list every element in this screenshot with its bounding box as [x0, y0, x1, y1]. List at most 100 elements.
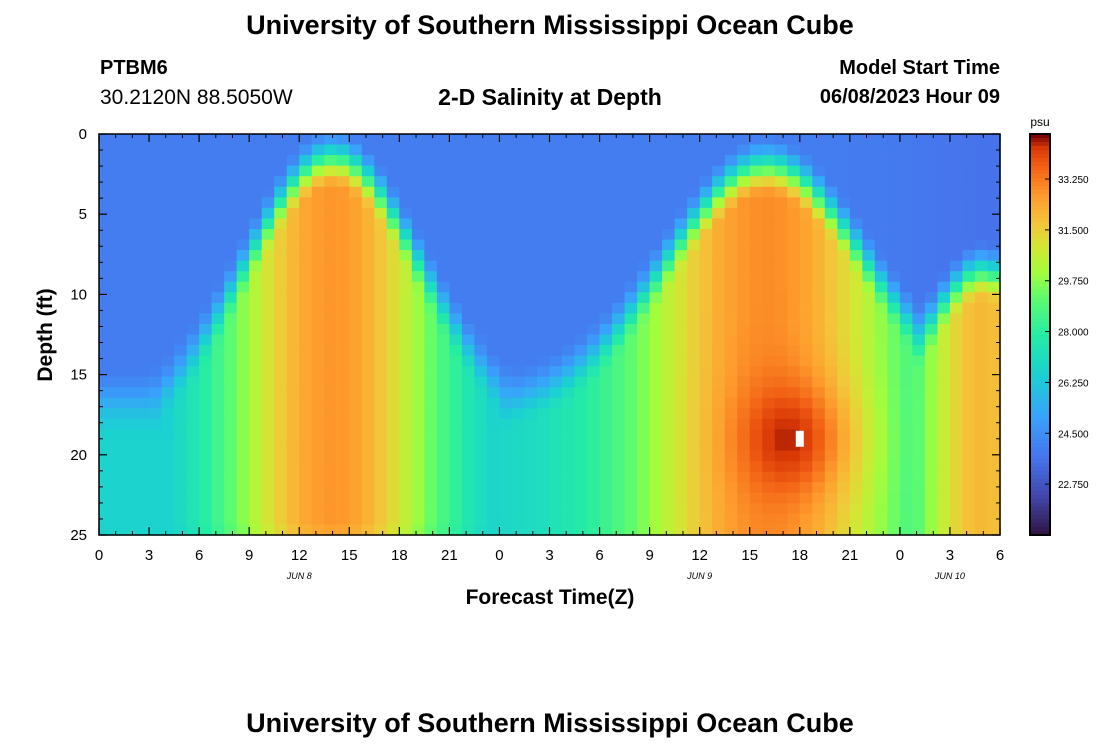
heatmap-cell: [161, 155, 175, 167]
heatmap-cell: [887, 482, 901, 494]
heatmap-cell: [949, 250, 964, 262]
heatmap-cell: [812, 239, 826, 251]
heatmap-cell: [587, 376, 601, 388]
heatmap-cell: [274, 176, 288, 188]
heatmap-cell: [724, 134, 738, 146]
heatmap-cell: [449, 302, 463, 314]
heatmap-cell: [874, 302, 888, 314]
heatmap-cell: [399, 186, 413, 198]
heatmap-cell: [812, 271, 826, 283]
colorbar-step: [1030, 422, 1050, 428]
heatmap-cell: [161, 440, 175, 452]
footer-title: University of Southern Mississippi Ocean…: [246, 708, 854, 738]
colorbar-step: [1030, 154, 1050, 159]
heatmap-cell: [411, 450, 425, 462]
heatmap-cell: [499, 440, 513, 452]
heatmap-cell: [724, 334, 738, 346]
heatmap-cell: [787, 144, 801, 156]
heatmap-cell: [949, 387, 964, 399]
heatmap-cell: [486, 366, 501, 378]
heatmap-cell: [712, 366, 726, 378]
heatmap-cell: [987, 513, 1001, 526]
colorbar-step: [1030, 354, 1050, 360]
heatmap-cell: [874, 155, 888, 167]
heatmap-cell: [136, 471, 150, 483]
heatmap-cell: [812, 429, 826, 441]
heatmap-cell: [224, 292, 238, 304]
heatmap-cell: [361, 440, 375, 452]
heatmap-cell: [124, 144, 138, 156]
heatmap-cell: [712, 302, 726, 314]
heatmap-cell: [299, 345, 313, 357]
heatmap-cell: [249, 440, 263, 452]
heatmap-cell: [699, 228, 713, 241]
heatmap-cell: [499, 281, 513, 293]
heatmap-cell: [424, 260, 438, 272]
heatmap-cell: [687, 228, 701, 241]
heatmap-cell: [749, 197, 763, 209]
heatmap-cell: [311, 387, 325, 399]
heatmap-cell: [474, 239, 488, 251]
colorbar-step: [1030, 162, 1050, 167]
heatmap-cell: [536, 376, 551, 388]
heatmap-cell: [374, 281, 388, 293]
heatmap-cell: [536, 144, 551, 156]
heatmap-cell: [174, 271, 188, 283]
heatmap-cell: [612, 155, 626, 167]
heatmap-cell: [649, 176, 663, 188]
heatmap-cell: [474, 471, 488, 483]
heatmap-cell: [899, 492, 913, 504]
heatmap-cell: [699, 513, 713, 526]
heatmap-cell: [824, 387, 838, 399]
heatmap-cell: [111, 418, 125, 431]
heatmap-cell: [974, 207, 989, 220]
heatmap-cell: [524, 144, 538, 156]
heatmap-cell: [824, 334, 838, 346]
heatmap-cell: [737, 429, 751, 441]
heatmap-cell: [461, 355, 476, 367]
heatmap-cell: [587, 440, 601, 452]
heatmap-cell: [974, 228, 989, 241]
heatmap-cell: [837, 345, 851, 357]
heatmap-cell: [236, 218, 250, 230]
heatmap-cell: [599, 239, 613, 251]
heatmap-cell: [286, 397, 300, 409]
heatmap-cell: [912, 429, 926, 441]
heatmap-cell: [311, 271, 325, 283]
heatmap-cell: [812, 503, 826, 515]
heatmap-cell: [687, 440, 701, 452]
heatmap-cell: [762, 440, 776, 452]
heatmap-cell: [812, 250, 826, 262]
heatmap-cell: [774, 239, 788, 251]
heatmap-cell: [536, 397, 551, 409]
heatmap-cell: [599, 492, 613, 504]
heatmap-cell: [424, 492, 438, 504]
heatmap-cell: [536, 313, 551, 325]
heatmap-cell: [899, 218, 913, 230]
heatmap-cell: [261, 355, 275, 367]
heatmap-cell: [824, 323, 838, 336]
heatmap-cell: [99, 366, 113, 378]
heatmap-cell: [299, 271, 313, 283]
heatmap-cell: [449, 355, 463, 367]
heatmap-cell: [336, 323, 350, 336]
heatmap-cell: [937, 239, 951, 251]
heatmap-cell: [424, 345, 438, 357]
heatmap-cell: [336, 302, 350, 314]
heatmap-cell: [99, 281, 113, 293]
heatmap-cell: [486, 186, 501, 198]
heatmap-cell: [286, 186, 300, 198]
heatmap-cell: [737, 503, 751, 515]
heatmap-cell: [637, 207, 651, 220]
heatmap-cell: [887, 471, 901, 483]
heatmap-cell: [399, 376, 413, 388]
heatmap-cell: [411, 144, 425, 156]
heatmap-cell: [111, 524, 125, 536]
heatmap-cell: [912, 376, 926, 388]
heatmap-cell: [486, 503, 501, 515]
heatmap-cell: [399, 418, 413, 431]
heatmap-cell: [674, 471, 688, 483]
heatmap-cell: [236, 387, 250, 399]
heatmap-cell: [486, 376, 501, 388]
heatmap-cell: [787, 429, 801, 441]
